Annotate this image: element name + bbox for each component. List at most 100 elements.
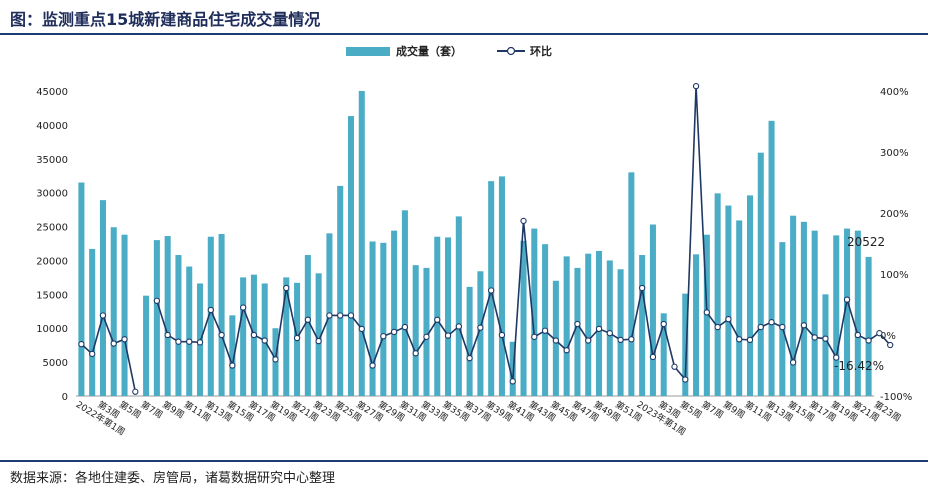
ratio-point xyxy=(671,363,678,370)
y-left-tick-label: 30000 xyxy=(36,189,68,200)
ratio-point xyxy=(304,316,312,323)
ratio-point xyxy=(531,333,538,340)
volume-bar xyxy=(207,236,214,396)
ratio-point xyxy=(757,323,764,331)
x-tick-label: 第9周 xyxy=(160,398,186,421)
y-left-tick-label: 15000 xyxy=(36,290,68,301)
y-left-tick-label: 40000 xyxy=(36,121,68,132)
ratio-point xyxy=(574,320,581,328)
volume-bar xyxy=(649,224,656,396)
volume-bar xyxy=(725,205,732,396)
ratio-point xyxy=(649,353,657,361)
y-left-tick-label: 35000 xyxy=(36,155,68,166)
volume-bar xyxy=(89,248,96,396)
y-right-tick-label: 100% xyxy=(880,270,909,281)
chart-legend: 成交量（套） 环比 xyxy=(346,44,552,58)
ratio-point xyxy=(186,338,193,345)
ratio-point xyxy=(401,323,409,331)
ratio-point xyxy=(153,297,161,304)
volume-bar xyxy=(757,152,764,396)
chart-canvas: 成交量（套） 环比 0 5000 10000 15000 20000 25000 30000… xyxy=(36,44,912,438)
volume-bar xyxy=(110,227,117,396)
ratio-point xyxy=(358,325,365,333)
ratio-point xyxy=(132,388,139,395)
volume-bar xyxy=(347,116,355,397)
legend-bar-label: 成交量（套） xyxy=(396,44,462,58)
volume-bar xyxy=(639,255,646,396)
volume-bar xyxy=(585,253,592,396)
volume-bar xyxy=(531,228,538,396)
volume-bar xyxy=(240,277,247,396)
ratio-point xyxy=(412,350,419,357)
ratio-point xyxy=(455,323,462,330)
ratio-point xyxy=(390,328,398,336)
ratio-point xyxy=(541,327,549,334)
volume-bar xyxy=(380,242,387,396)
volume-bar xyxy=(229,315,236,396)
ratio-point xyxy=(628,336,635,343)
ratio-point xyxy=(444,332,452,339)
x-tick-label: 第9周 xyxy=(721,398,747,421)
volume-bar xyxy=(844,228,851,396)
volume-bar xyxy=(736,220,743,396)
volume-bar xyxy=(768,120,775,397)
ratio-point xyxy=(99,312,107,319)
volume-bar xyxy=(412,265,419,396)
ratio-point xyxy=(293,334,301,342)
ratio-point xyxy=(326,312,333,319)
ratio-point xyxy=(692,82,700,90)
volume-bar xyxy=(401,210,408,396)
volume-bar xyxy=(606,260,613,396)
legend-line-marker xyxy=(506,46,516,56)
ratio-point xyxy=(822,335,829,342)
ratio-point xyxy=(423,333,430,340)
volume-bar xyxy=(369,241,376,396)
volume-bar xyxy=(445,237,452,396)
ratio-point xyxy=(563,347,570,354)
volume-bar xyxy=(337,185,344,396)
ratio-point xyxy=(887,341,894,349)
y-left-tick-label: 25000 xyxy=(36,223,68,234)
ratio-point xyxy=(218,331,225,339)
ratio-point xyxy=(488,287,495,294)
volume-bar xyxy=(574,267,581,396)
volume-bar xyxy=(121,234,128,396)
y-right-tick-label: 300% xyxy=(880,148,909,159)
volume-bar xyxy=(164,236,171,396)
volume-bar xyxy=(865,256,872,396)
ratio-point xyxy=(714,323,721,331)
volume-bar xyxy=(520,240,527,396)
ratio-point xyxy=(703,309,711,316)
ratio-point xyxy=(833,354,840,361)
ratio-point xyxy=(196,339,204,346)
ratio-point xyxy=(78,340,85,348)
ratio-point xyxy=(638,284,646,292)
ratio-point xyxy=(207,306,214,314)
ratio-point xyxy=(347,312,355,319)
volume-bar xyxy=(99,200,106,396)
y-left-tick-label: 10000 xyxy=(36,324,68,335)
ratio-point xyxy=(369,362,376,369)
y-right-tick-label: 200% xyxy=(880,209,909,220)
volume-bar xyxy=(175,255,182,396)
x-tick-label: 第7周 xyxy=(699,398,725,421)
volume-bar xyxy=(628,172,635,396)
y-left-tick-label: 5000 xyxy=(43,358,68,369)
ratio-point xyxy=(595,325,603,333)
volume-bar xyxy=(304,255,311,396)
volume-bar xyxy=(746,195,754,396)
volume-bar xyxy=(315,273,322,396)
ratio-point xyxy=(876,330,883,337)
ratio-point xyxy=(789,359,797,366)
ratio-point xyxy=(617,336,624,344)
footer-rule xyxy=(0,460,928,462)
ratio-point xyxy=(520,217,527,225)
volume-bar xyxy=(283,277,290,396)
y-right-tick-label: -100% xyxy=(880,392,912,403)
ratio-point xyxy=(725,315,732,323)
volume-bar xyxy=(682,293,689,396)
ratio-point xyxy=(121,336,128,343)
volume-bar xyxy=(833,235,840,396)
volume-bar xyxy=(434,236,441,396)
source-note: 数据来源：各地住建委、房管局，诸葛数据研究中心整理 xyxy=(10,471,336,486)
